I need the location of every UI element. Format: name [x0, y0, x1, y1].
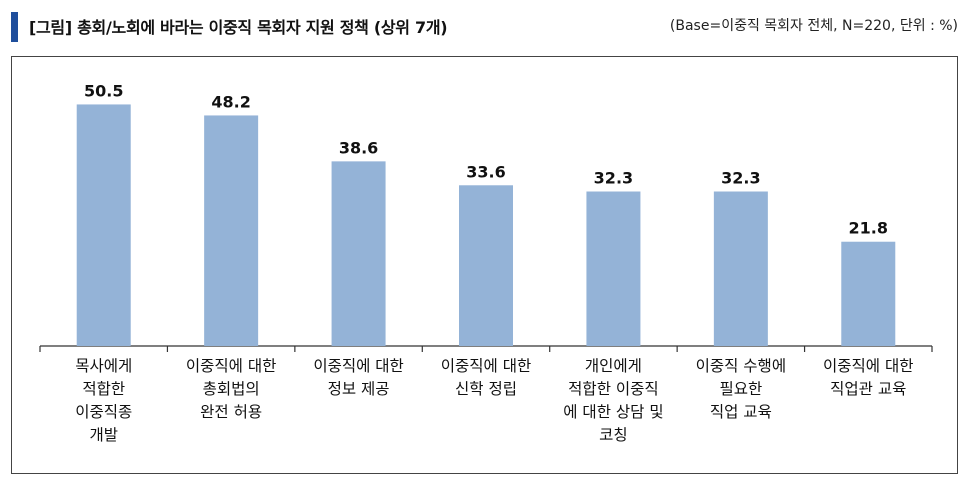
category-label: 이중직에 대한 [441, 357, 532, 375]
category-label: 코칭 [599, 426, 628, 444]
bar [713, 191, 768, 346]
category-label: 개인에게 [585, 357, 642, 375]
category-label: 이중직종 [75, 403, 132, 421]
data-label: 32.3 [721, 168, 760, 187]
base-note: (Base=이중직 목회자 전체, N=220, 단위 : %) [669, 18, 958, 34]
category-label: 총회법의 [203, 380, 260, 398]
category-label: 적합한 [82, 380, 125, 398]
data-label: 38.6 [339, 138, 378, 157]
category-label: 개발 [89, 426, 118, 444]
data-label: 50.5 [84, 81, 123, 100]
category-label: 이중직에 대한 [313, 357, 404, 375]
bar [204, 115, 259, 347]
category-label: 에 대한 상담 및 [563, 403, 663, 421]
category-label: 이중직 수행에 [696, 357, 787, 375]
bar [76, 104, 131, 346]
category-label: 이중직에 대한 [823, 357, 914, 375]
bar [841, 241, 896, 346]
category-label: 필요한 [719, 380, 762, 398]
data-label: 48.2 [211, 92, 250, 111]
category-label: 직업관 교육 [830, 380, 906, 398]
data-label: 33.6 [466, 162, 505, 181]
chart-title: [그림] 총회/노회에 바라는 이중직 목회자 지원 정책 (상위 7개) [29, 18, 448, 37]
category-label: 정보 제공 [328, 380, 390, 398]
bar [331, 161, 386, 346]
chart-frame [11, 56, 958, 474]
header-accent-bar [11, 12, 18, 42]
category-label: 목사에게 [75, 357, 132, 375]
category-label: 적합한 이중직 [568, 380, 659, 398]
category-label: 완전 허용 [200, 403, 262, 421]
category-label: 신학 정립 [455, 380, 517, 398]
category-label: 이중직에 대한 [186, 357, 277, 375]
category-label: 직업 교육 [710, 403, 772, 421]
data-label: 21.8 [849, 219, 888, 238]
data-label: 32.3 [594, 168, 633, 187]
bar [459, 185, 513, 346]
bar [586, 191, 641, 346]
